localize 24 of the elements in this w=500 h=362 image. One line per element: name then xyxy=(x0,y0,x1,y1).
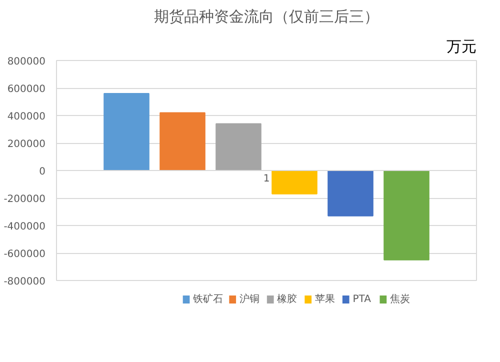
y-tick-label: 0 xyxy=(39,166,46,178)
legend-label: PTA xyxy=(352,294,372,305)
y-tick-label: -800000 xyxy=(4,276,46,288)
legend-label: 苹果 xyxy=(314,293,335,305)
y-tick-label: 400000 xyxy=(7,112,46,122)
bar xyxy=(104,93,150,171)
legend-label: 焦炭 xyxy=(390,293,410,305)
bar xyxy=(384,170,430,260)
chart-title: 期货品种资金流向（仅前三后三） xyxy=(154,8,379,26)
x-tick-label: 1 xyxy=(263,174,270,184)
bar xyxy=(160,112,206,171)
y-tick-label: -600000 xyxy=(4,249,46,260)
bar xyxy=(328,170,374,216)
bar xyxy=(272,170,318,194)
legend-label: 沪铜 xyxy=(239,293,260,305)
y-tick-label: 600000 xyxy=(7,84,46,95)
y-tick-label: -400000 xyxy=(4,222,46,232)
y-tick-label: 800000 xyxy=(7,56,46,68)
legend-label: 橡胶 xyxy=(277,293,298,305)
text: 万元 xyxy=(446,38,476,56)
y-tick-label: 200000 xyxy=(7,139,46,150)
bar xyxy=(216,123,262,171)
y-tick-label: -200000 xyxy=(4,194,46,205)
legend-label: 铁矿石 xyxy=(192,293,224,305)
